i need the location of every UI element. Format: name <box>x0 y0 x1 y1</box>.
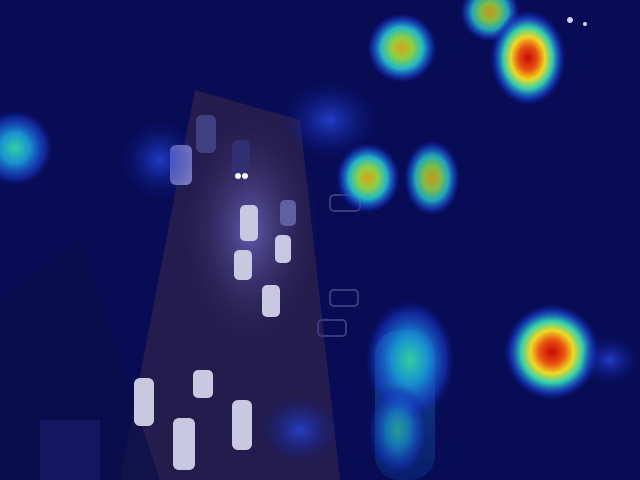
car <box>173 418 195 470</box>
hotspot-left-cyan <box>0 110 53 186</box>
car <box>234 250 252 280</box>
hotspot-right-red <box>504 304 600 400</box>
light-point <box>567 17 573 23</box>
hotspot-top-yellow <box>367 13 437 83</box>
glow <box>580 335 640 385</box>
hotspot-bottom-cyan-2 <box>368 385 428 475</box>
car <box>134 378 154 426</box>
headlight <box>235 173 241 179</box>
hotspot-center-yellow-2 <box>404 140 460 216</box>
car <box>280 200 296 226</box>
hotspot-center-yellow-1 <box>336 143 400 213</box>
car <box>240 205 258 241</box>
light-point <box>583 22 587 26</box>
glow <box>260 395 340 465</box>
car <box>196 115 216 153</box>
hotspot-top-center-red <box>490 10 566 106</box>
headlight <box>242 173 248 179</box>
car <box>275 235 291 263</box>
glow <box>280 80 380 160</box>
glow <box>120 120 200 200</box>
car <box>262 285 280 317</box>
car <box>232 140 250 178</box>
building-roof <box>40 420 100 480</box>
car <box>193 370 213 398</box>
car <box>232 400 252 450</box>
